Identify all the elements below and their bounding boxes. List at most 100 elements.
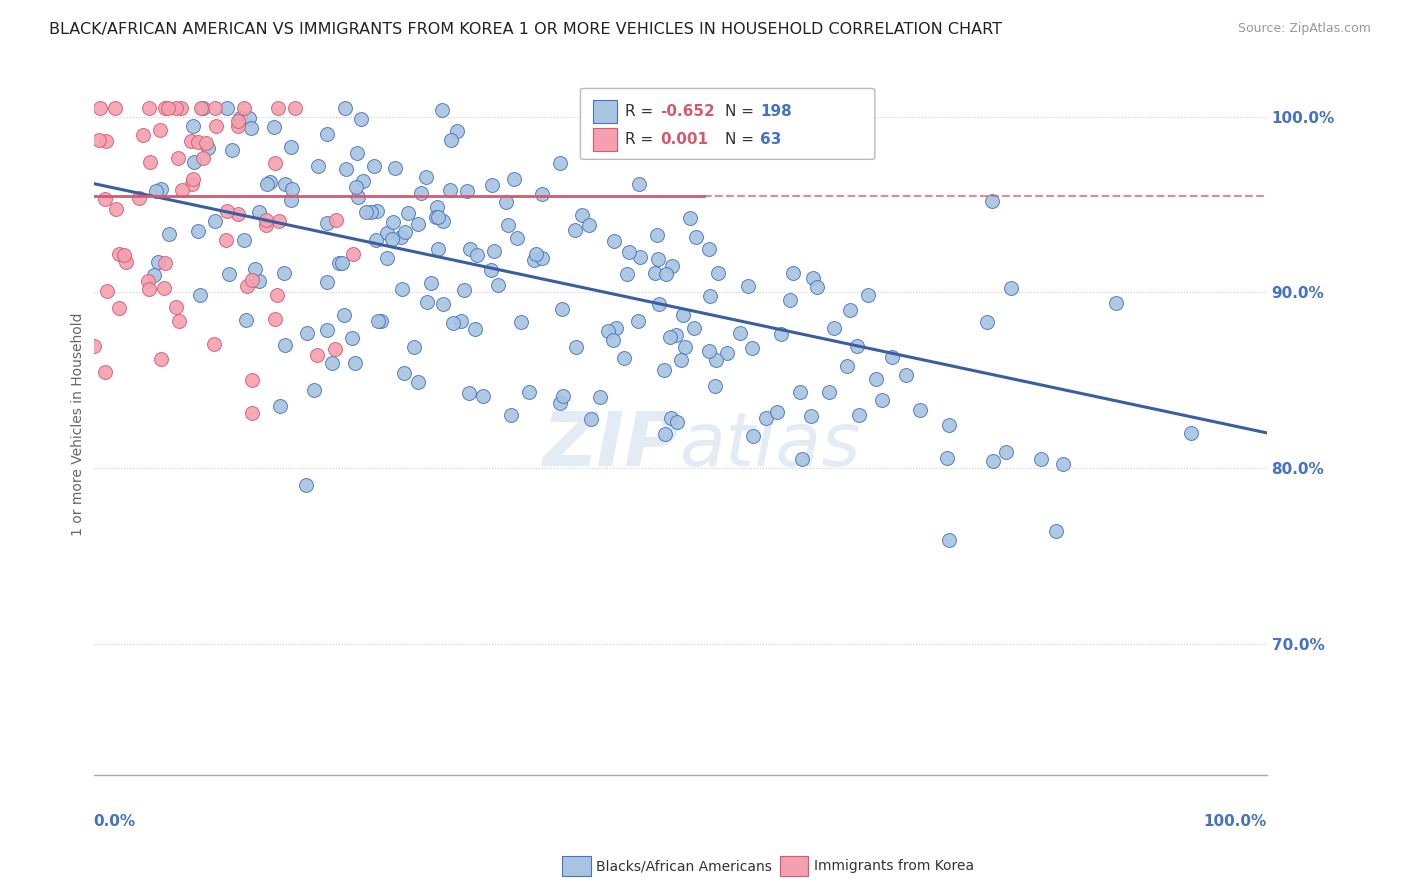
Point [105, 202, 128, 216]
Point [321, 356, 343, 370]
Point [259, 175, 281, 189]
Point [432, 297, 454, 311]
Point [579, 411, 602, 425]
Point [647, 252, 669, 266]
Point [267, 101, 290, 115]
Point [704, 378, 727, 392]
Point [218, 267, 240, 281]
Point [167, 314, 190, 328]
Point [181, 119, 204, 133]
Point [456, 184, 478, 198]
Point [704, 352, 727, 367]
Point [344, 179, 367, 194]
Point [432, 214, 454, 228]
Point [143, 268, 166, 283]
Point [406, 217, 429, 231]
Point [409, 186, 432, 200]
Point [530, 187, 553, 202]
Point [180, 178, 202, 192]
Point [108, 301, 131, 315]
Point [187, 136, 209, 150]
Point [578, 218, 600, 232]
Point [936, 450, 959, 465]
Point [471, 389, 494, 403]
Point [416, 295, 439, 310]
Point [697, 343, 720, 358]
Point [430, 103, 453, 117]
Text: Immigrants from Korea: Immigrants from Korea [814, 859, 974, 873]
Point [571, 207, 593, 221]
Point [205, 119, 228, 133]
Point [707, 266, 730, 280]
Point [267, 214, 290, 228]
Point [240, 374, 263, 388]
Point [284, 101, 307, 115]
Point [994, 444, 1017, 458]
Point [240, 406, 263, 420]
Point [665, 416, 688, 430]
Point [598, 324, 620, 338]
Point [628, 251, 651, 265]
Point [728, 326, 751, 341]
Point [938, 533, 960, 548]
Point [450, 314, 472, 328]
Point [644, 266, 666, 280]
Point [138, 274, 160, 288]
Point [197, 141, 219, 155]
Point [153, 280, 176, 294]
Point [236, 279, 259, 293]
Point [661, 411, 683, 425]
Point [848, 409, 870, 423]
Point [89, 133, 111, 147]
Point [894, 368, 917, 383]
Point [976, 315, 998, 329]
Point [628, 177, 651, 191]
Point [697, 242, 720, 256]
Point [1000, 281, 1022, 295]
Point [981, 194, 1004, 208]
Point [648, 297, 671, 311]
Point [366, 203, 388, 218]
Point [605, 321, 627, 335]
Point [93, 192, 115, 206]
Point [381, 215, 404, 229]
Point [439, 183, 461, 197]
Point [737, 278, 759, 293]
Point [779, 293, 801, 308]
Point [426, 210, 449, 224]
Point [93, 365, 115, 379]
Point [103, 101, 125, 115]
Point [316, 216, 339, 230]
FancyBboxPatch shape [581, 88, 875, 160]
Point [307, 347, 329, 361]
Point [153, 101, 176, 115]
Point [465, 248, 488, 262]
Point [254, 218, 277, 232]
Point [170, 101, 193, 115]
Point [315, 127, 337, 141]
Point [149, 123, 172, 137]
Point [295, 478, 318, 492]
Point [565, 340, 588, 354]
Point [481, 178, 503, 192]
Text: -0.652: -0.652 [661, 104, 714, 120]
Point [453, 283, 475, 297]
Point [273, 338, 295, 352]
Point [817, 384, 839, 399]
Point [347, 190, 370, 204]
Point [617, 244, 640, 259]
Point [181, 172, 204, 186]
Point [679, 211, 702, 226]
Text: N =: N = [724, 104, 759, 120]
Point [495, 195, 517, 210]
Point [427, 243, 450, 257]
Point [370, 314, 392, 328]
Point [193, 101, 215, 115]
Point [517, 384, 540, 399]
Point [502, 171, 524, 186]
Text: Blacks/African Americans: Blacks/African Americans [596, 859, 772, 873]
Point [157, 227, 180, 242]
Point [425, 200, 447, 214]
Point [457, 385, 479, 400]
Point [335, 162, 357, 177]
